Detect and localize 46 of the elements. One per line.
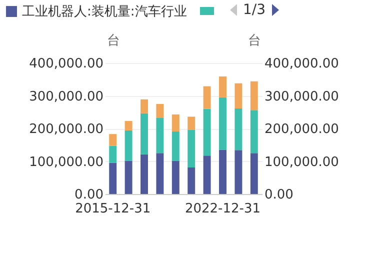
bar — [188, 130, 196, 168]
bar — [250, 153, 258, 194]
bar — [219, 97, 226, 150]
y-tick-label: 200,000.00 — [29, 122, 104, 137]
y-tick-label: 400,000.00 — [29, 56, 104, 72]
bar — [140, 99, 148, 114]
text: 1/3 — [243, 2, 266, 18]
bar — [172, 131, 180, 161]
y-tick-label: 0.00 — [74, 188, 104, 202]
bar — [109, 134, 117, 146]
bar — [188, 116, 196, 130]
y2-tick-label: 400,000.00 — [264, 56, 339, 72]
y2-tick-label: 200,000.00 — [264, 122, 339, 137]
bar — [172, 114, 180, 132]
y-axis-title: 台 — [107, 34, 120, 48]
bar — [140, 154, 148, 194]
bar — [156, 153, 164, 194]
bar — [234, 83, 242, 109]
bar — [250, 110, 258, 154]
y2-axis-title: 台 — [248, 34, 261, 48]
bar — [124, 160, 132, 194]
bar — [156, 104, 164, 118]
bar — [250, 81, 258, 110]
y2-tick-label: 100,000.00 — [264, 154, 339, 170]
bar — [172, 160, 180, 194]
y-tick-label: 100,000.00 — [29, 154, 104, 170]
bar — [156, 118, 164, 154]
bar — [203, 156, 211, 194]
bar — [140, 113, 148, 154]
x-tick-label: 2022-12-31 — [184, 202, 261, 216]
y2-tick-label: 300,000.00 — [264, 89, 339, 104]
bar — [188, 167, 196, 194]
bar — [234, 150, 242, 194]
y-tick-label: 300,000.00 — [29, 89, 104, 104]
x-tick-label: 2015-12-31 — [75, 202, 151, 216]
bar — [124, 130, 132, 161]
bar — [203, 86, 211, 109]
bar — [219, 76, 226, 98]
bar — [109, 146, 117, 163]
legend-label: 工业机器人:装机量:汽车行业 — [22, 4, 187, 20]
bar — [234, 108, 242, 150]
y2-tick-label: 0.00 — [264, 188, 294, 202]
bar — [109, 162, 117, 194]
bar — [203, 108, 211, 156]
bar — [124, 120, 132, 130]
bar — [219, 150, 226, 194]
